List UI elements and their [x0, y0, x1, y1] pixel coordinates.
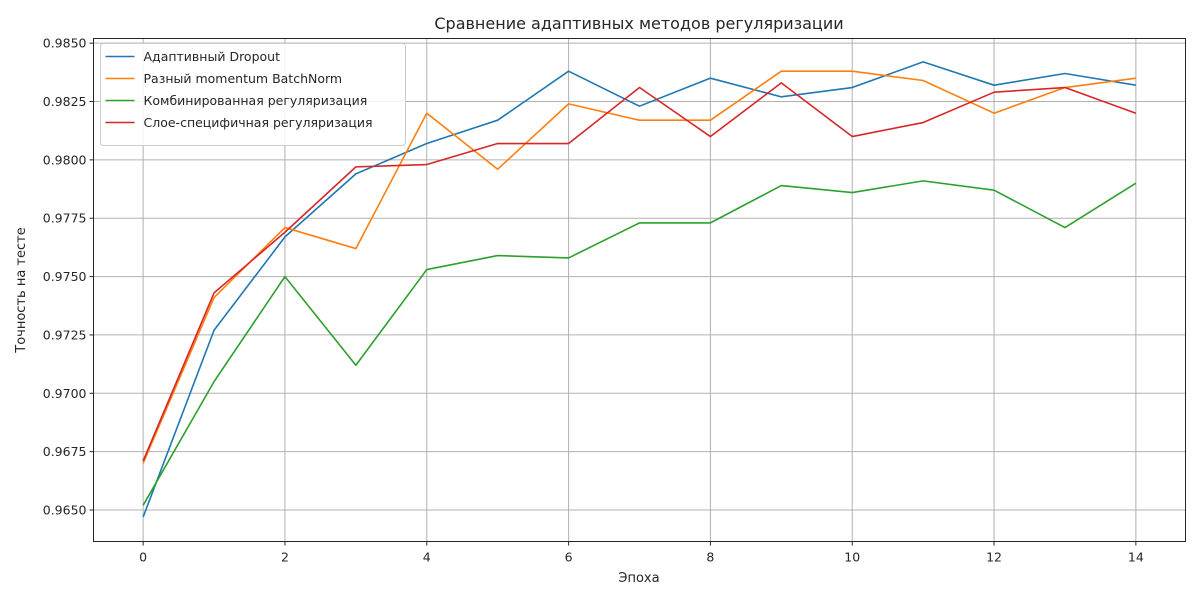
series-line-4: [142, 82, 1137, 462]
y-tick-label: 0.9850: [43, 36, 87, 51]
y-tick-label: 0.9700: [43, 386, 87, 401]
y-tick-label: 0.9675: [43, 444, 87, 459]
x-tick-label: 12: [986, 550, 1002, 565]
chart-title: Сравнение адаптивных методов регуляризац…: [434, 14, 843, 33]
legend-label-1: Адаптивный Dropout: [144, 49, 281, 64]
legend-frame: [100, 43, 406, 146]
plot-frame: [93, 38, 1186, 542]
y-axis-label: Точность на тесте: [14, 227, 29, 353]
legend-label-3: Комбинированная регуляризация: [144, 93, 368, 108]
y-tick-label: 0.9775: [43, 211, 87, 226]
legend-label-4: Слое-специфичная регуляризация: [144, 115, 373, 130]
legend-label-2: Разный momentum BatchNorm: [144, 71, 343, 86]
x-tick-label: 14: [1128, 550, 1144, 565]
series-lines: [142, 61, 1137, 518]
x-tick-label: 8: [706, 550, 714, 565]
x-axis-label: Эпоха: [618, 571, 659, 586]
y-tick-label: 0.9750: [43, 269, 87, 284]
x-tick-label: 2: [281, 550, 289, 565]
grid: [93, 38, 1186, 542]
x-tick-label: 10: [844, 550, 860, 565]
x-tick-label: 0: [139, 550, 147, 565]
series-line-3: [142, 180, 1137, 506]
x-tick-label: 4: [423, 550, 431, 565]
y-tick-label: 0.9650: [43, 502, 87, 517]
x-tick-label: 6: [565, 550, 573, 565]
y-tick-label: 0.9725: [43, 327, 87, 342]
x-axis: 0 2 4 6 8 10 12 14: [139, 541, 1144, 565]
legend: Адаптивный Dropout Разный momentum BatchN…: [100, 43, 406, 146]
series-line-1: [142, 61, 1136, 518]
y-tick-label: 0.9800: [43, 152, 87, 167]
y-tick-label: 0.9825: [43, 94, 87, 109]
y-axis: 0.9650 0.9675 0.9700 0.9725 0.9750 0.9775 0.98…: [43, 36, 94, 517]
